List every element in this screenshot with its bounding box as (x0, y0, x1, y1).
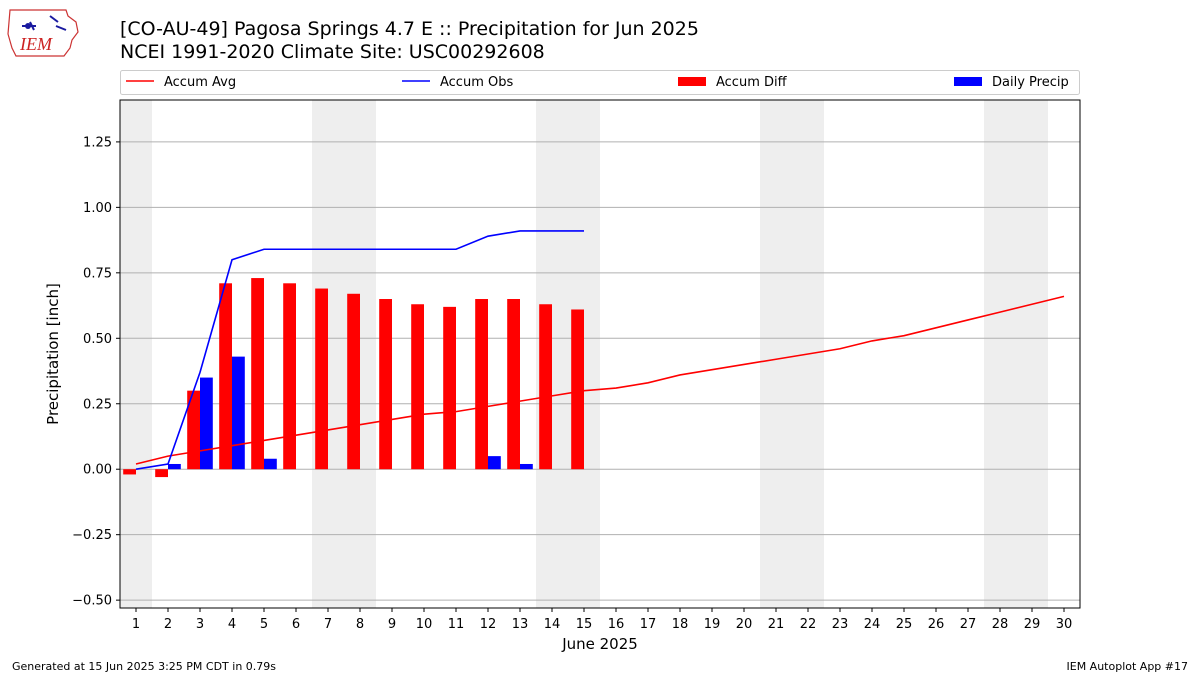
x-tick-label: 26 (928, 617, 945, 632)
station-dot-icon (25, 23, 31, 29)
daily-precip-bar (200, 377, 213, 470)
weekend-band (984, 100, 1048, 608)
x-tick-label: 13 (512, 617, 529, 632)
accum-avg-line (135, 295, 1065, 465)
legend: Accum Avg Accum Obs Accum Diff Daily Precip (120, 70, 1080, 95)
x-tick-label: 24 (864, 617, 881, 632)
daily-precip-bar (232, 356, 245, 470)
x-tick-label: 4 (228, 617, 236, 632)
x-tick-label: 15 (576, 617, 593, 632)
iem-logo: IEM (7, 9, 79, 57)
x-tick-label: 6 (292, 617, 300, 632)
weekend-bands (120, 100, 1048, 608)
x-tick-label: 28 (992, 617, 1009, 632)
chart-title: [CO-AU-49] Pagosa Springs 4.7 E :: Preci… (120, 18, 699, 40)
x-tick-label: 9 (388, 617, 396, 632)
iowa-outline-icon (7, 9, 79, 57)
x-tick-label: 27 (960, 617, 977, 632)
x-tick-label: 10 (416, 617, 433, 632)
y-gridlines (120, 141, 1080, 601)
accum-diff-bar (507, 299, 520, 470)
x-tick-label: 21 (768, 617, 785, 632)
generated-footer: Generated at 15 Jun 2025 3:25 PM CDT in … (12, 660, 277, 673)
bar-marks (123, 278, 584, 478)
accum-diff-bar (475, 299, 488, 470)
line-marks (135, 230, 1065, 471)
y-tick-label: 1.25 (83, 135, 112, 150)
x-axis-ticks: 1 2 3 4 5 6 7 8 9 10 11 12 13 14 15 16 17 18 19 20 21 22 23 24 2… (132, 608, 1072, 632)
daily-precip-bar (264, 458, 277, 470)
weekend-band (120, 100, 152, 608)
x-tick-label: 14 (544, 617, 561, 632)
x-tick-label: 23 (832, 617, 849, 632)
y-axis-label: Precipitation [inch] (44, 283, 62, 425)
x-tick-label: 25 (896, 617, 913, 632)
weekend-band (760, 100, 824, 608)
x-tick-label: 3 (196, 617, 204, 632)
y-tick-label: 0.50 (83, 332, 112, 347)
x-tick-label: 30 (1056, 617, 1073, 632)
accum-diff-bar (315, 288, 328, 470)
chart-subtitle: NCEI 1991-2020 Climate Site: USC00292608 (120, 41, 545, 63)
x-tick-label: 12 (480, 617, 497, 632)
accum-diff-bar (379, 299, 392, 470)
x-tick-label: 2 (164, 617, 172, 632)
y-tick-label: −0.25 (72, 528, 112, 543)
accum-diff-bar (571, 309, 584, 470)
daily-precip-bar (520, 463, 533, 470)
logo-text: IEM (19, 34, 53, 54)
legend-label: Accum Avg (164, 75, 236, 90)
accum-diff-bar (251, 278, 264, 470)
y-tick-label: 0.75 (83, 266, 112, 281)
accum-diff-bar (347, 293, 360, 470)
x-tick-label: 16 (608, 617, 625, 632)
y-tick-label: 0.25 (83, 397, 112, 412)
x-axis-label: June 2025 (561, 635, 638, 653)
y-tick-label: −0.50 (72, 594, 112, 609)
accum-diff-bar (411, 304, 424, 470)
legend-label: Daily Precip (992, 75, 1069, 90)
x-tick-label: 17 (640, 617, 657, 632)
x-tick-label: 20 (736, 617, 753, 632)
daily-precip-bar (488, 456, 501, 470)
legend-frame (120, 70, 1080, 95)
x-tick-label: 11 (448, 617, 465, 632)
y-tick-label: 1.00 (83, 201, 112, 216)
legend-label: Accum Obs (440, 75, 513, 90)
x-tick-label: 8 (356, 617, 364, 632)
accum-obs-line (135, 230, 584, 471)
x-tick-label: 29 (1024, 617, 1041, 632)
legend-label: Accum Diff (716, 75, 788, 90)
legend-swatch-bar (678, 77, 706, 86)
accum-diff-bar (123, 469, 136, 475)
legend-swatch-bar (954, 77, 982, 86)
x-tick-label: 1 (132, 617, 140, 632)
x-tick-label: 7 (324, 617, 332, 632)
x-tick-label: 18 (672, 617, 689, 632)
daily-precip-bar (168, 463, 181, 470)
x-tick-label: 19 (704, 617, 721, 632)
accum-diff-bar (155, 469, 168, 478)
x-tick-label: 22 (800, 617, 817, 632)
y-axis-ticks: −0.50 −0.25 0.00 0.25 0.50 0.75 1.00 1.25 (72, 135, 120, 609)
accum-diff-bar (539, 304, 552, 470)
x-tick-label: 5 (260, 617, 268, 632)
accum-diff-bar (443, 306, 456, 470)
y-tick-label: 0.00 (83, 463, 112, 478)
accum-diff-bar (187, 390, 200, 470)
accum-diff-bar (283, 283, 296, 470)
accum-diff-bar (219, 283, 232, 470)
plot-frame (119, 99, 1081, 609)
app-footer: IEM Autoplot App #17 (1066, 660, 1189, 673)
